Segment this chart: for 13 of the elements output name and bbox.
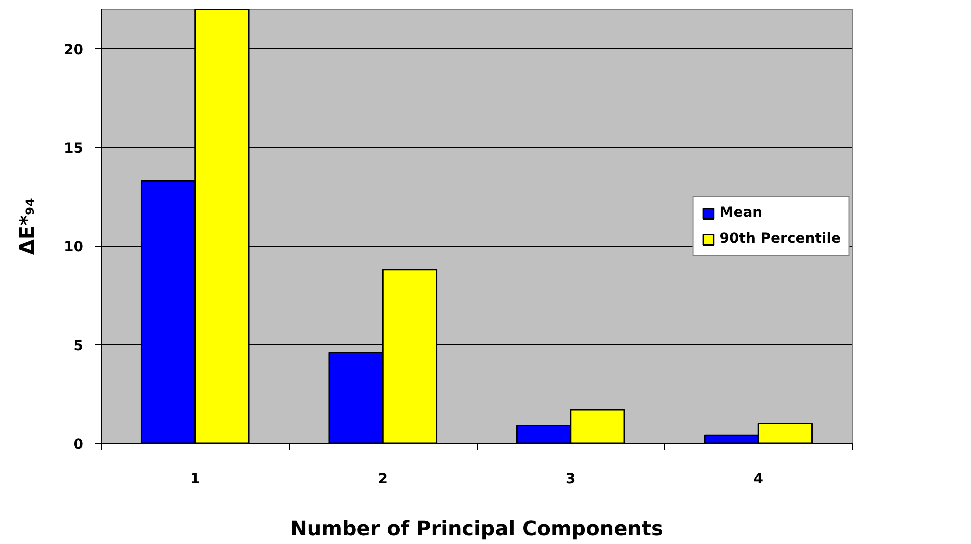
y-tick-label: 0 xyxy=(74,437,84,453)
x-tick-label: 2 xyxy=(378,472,388,488)
y-tick-label: 5 xyxy=(74,338,84,354)
y-tick-label: 10 xyxy=(64,240,84,256)
x-tick-label: 4 xyxy=(754,472,764,488)
y-tick-label: 15 xyxy=(64,141,84,158)
y-axis-title: ΔE*₉₄ xyxy=(15,198,40,256)
legend-label: Mean xyxy=(720,205,763,221)
x-tick-label: 1 xyxy=(190,472,200,488)
y-tick-label: 20 xyxy=(64,42,84,58)
legend-label: 90th Percentile xyxy=(720,231,841,247)
x-axis-title: Number of Principal Components xyxy=(290,516,664,540)
x-tick-label: 3 xyxy=(566,472,576,488)
